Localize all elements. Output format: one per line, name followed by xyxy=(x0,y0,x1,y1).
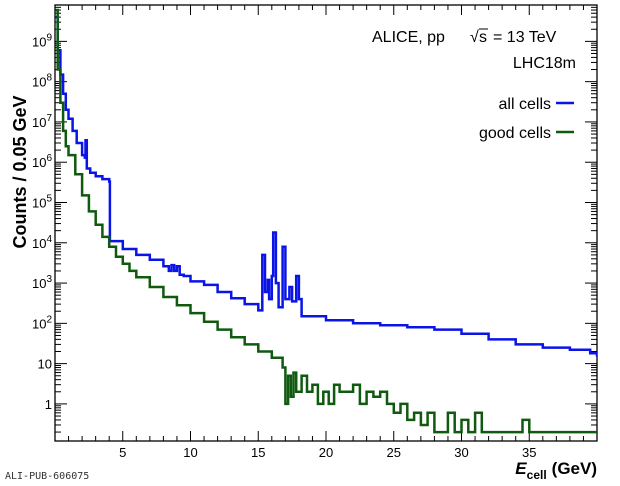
y-tick-label: 107 xyxy=(32,113,52,130)
ticks-layer: 5 10 15 20 25 30 35 1 10 102 103 104 105 106 107 108 109 xyxy=(32,4,598,460)
y-tick-label: 105 xyxy=(32,194,52,211)
series-line-all-cells xyxy=(55,15,597,357)
y-axis-title: Counts / 0.05 GeV xyxy=(10,95,30,248)
watermark: ALI-PUB-606075 xyxy=(5,471,90,482)
annotation-sqrt-symbol: √ xyxy=(470,29,479,46)
y-tick-label: 1 xyxy=(45,397,52,412)
series-layer xyxy=(55,8,597,434)
x-tick-label: 10 xyxy=(183,445,197,460)
x-axis-title-subscript: cell xyxy=(527,468,547,482)
x-axis-title-unit: (GeV) xyxy=(552,459,597,478)
y-tick-label: 108 xyxy=(32,73,52,90)
legend-label-all-cells: all cells xyxy=(499,96,551,113)
y-tick-label: 102 xyxy=(32,314,52,331)
y-tick-label: 10 xyxy=(38,357,52,372)
series-line-good-cells xyxy=(55,8,597,434)
y-tick-label: 109 xyxy=(32,32,52,49)
annotation-sqrt-s: s xyxy=(479,29,487,46)
x-axis-title-symbol: E xyxy=(515,459,527,478)
legend-label-good-cells: good cells xyxy=(479,125,551,142)
y-tick-label: 104 xyxy=(32,234,52,251)
annotation-experiment: ALICE, pp xyxy=(372,29,445,46)
x-tick-label: 35 xyxy=(522,445,536,460)
x-tick-label: 25 xyxy=(387,445,401,460)
x-tick-label: 20 xyxy=(319,445,333,460)
y-tick-label: 106 xyxy=(32,153,52,170)
annotation-energy: = 13 TeV xyxy=(493,29,557,46)
x-tick-label: 30 xyxy=(454,445,468,460)
x-tick-label: 15 xyxy=(251,445,265,460)
annotation-period: LHC18m xyxy=(513,55,576,72)
x-tick-label: 5 xyxy=(119,445,126,460)
x-axis-title: Ecell (GeV) xyxy=(515,459,597,482)
y-tick-label: 103 xyxy=(32,274,52,291)
